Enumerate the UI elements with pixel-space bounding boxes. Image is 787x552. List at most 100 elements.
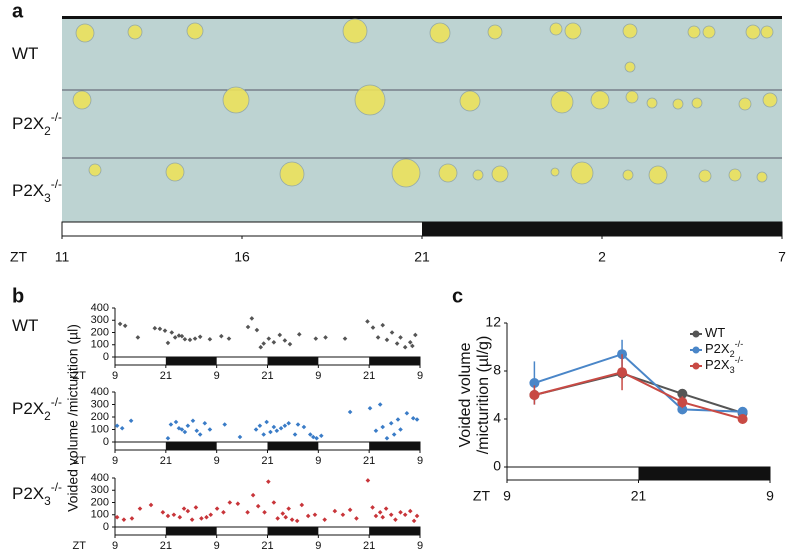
dark-period-bar (267, 357, 319, 365)
data-point (677, 388, 688, 399)
data-point (219, 333, 224, 339)
data-point (301, 424, 307, 430)
data-point (119, 425, 125, 431)
data-point (402, 344, 408, 350)
data-point (282, 423, 288, 429)
x-tick-label: 9 (214, 370, 220, 382)
data-point (261, 341, 266, 346)
x-tick-label: 9 (766, 488, 774, 504)
data-point (199, 516, 204, 521)
x-tick-label: 21 (363, 540, 375, 552)
data-point (299, 502, 305, 508)
data-point (117, 321, 123, 327)
y-tick-label: 100 (91, 339, 109, 351)
data-point (214, 506, 220, 511)
data-point (275, 516, 280, 521)
data-point (271, 424, 277, 430)
dark-period-bar (165, 442, 217, 450)
data-point (737, 406, 748, 417)
data-point (128, 418, 134, 424)
data-point (202, 420, 208, 426)
data-point (177, 514, 183, 520)
data-point (204, 514, 209, 520)
data-point (380, 322, 386, 328)
data-point (266, 336, 272, 341)
data-point (114, 514, 120, 520)
data-point (529, 378, 540, 388)
legend-marker (692, 362, 700, 370)
data-point (262, 510, 267, 515)
y-tick-label: 0 (103, 436, 109, 448)
data-point (245, 510, 250, 515)
data-point (354, 516, 359, 521)
row-label: WT (12, 44, 38, 63)
data-point (407, 340, 413, 345)
data-point (398, 335, 403, 340)
data-point (148, 502, 154, 508)
x-tick-label: 21 (363, 455, 375, 467)
dark-period-bar (422, 222, 782, 236)
dark-period-bar (165, 357, 217, 365)
series-line (534, 371, 743, 420)
data-point (404, 410, 410, 416)
x-tick-label: 9 (417, 455, 423, 467)
data-point (677, 404, 688, 415)
data-point (181, 506, 187, 511)
x-tick-label: 9 (112, 455, 118, 467)
data-point (168, 422, 174, 427)
data-point (193, 505, 199, 510)
row-label-part: 2 (44, 124, 51, 138)
chart-title: P2X2-/- (12, 395, 62, 423)
chart-title-part: -/- (51, 480, 62, 494)
data-point (617, 367, 628, 378)
data-point (367, 405, 373, 411)
data-point (245, 324, 251, 330)
data-point (207, 336, 213, 342)
data-point (380, 424, 386, 430)
dark-period-bar (267, 442, 319, 450)
data-point (373, 428, 379, 434)
y-tick-label: 200 (91, 326, 109, 338)
row-label: P2X2-/- (12, 110, 62, 138)
data-point (121, 517, 127, 522)
data-point (189, 517, 195, 522)
data-point (207, 427, 213, 432)
data-point (171, 512, 177, 518)
data-point (197, 334, 203, 340)
y-tick-label: 200 (91, 496, 109, 508)
data-point (370, 325, 376, 330)
data-point (347, 409, 353, 415)
data-point (282, 338, 288, 343)
x-tick-label: 21 (414, 249, 430, 265)
x-axis-label: ZT (473, 488, 491, 504)
x-tick-label: 9 (112, 540, 118, 552)
data-point (226, 336, 232, 341)
y-tick-label: 0 (493, 458, 501, 474)
row-label-part: -/- (51, 110, 62, 124)
x-tick-label: 9 (417, 370, 423, 382)
y-tick-label: 100 (91, 423, 109, 435)
y-tick-label: 4 (493, 410, 501, 426)
legend-label: P2X3-/- (705, 355, 743, 375)
data-point (152, 325, 158, 331)
legend-label: WT (705, 325, 725, 340)
dark-period-bar (165, 527, 217, 535)
data-point (192, 336, 198, 341)
dark-period-bar (369, 527, 420, 535)
data-point (677, 397, 688, 408)
data-point (413, 332, 418, 338)
data-point (129, 516, 135, 521)
data-point (187, 337, 193, 343)
data-point (264, 419, 269, 425)
y-tick-label: 12 (485, 314, 501, 330)
legend-label: P2X2-/- (705, 339, 743, 359)
data-point (388, 512, 394, 518)
x-tick-label: 21 (160, 540, 172, 552)
data-point (410, 415, 416, 421)
x-axis-label: ZT (73, 455, 87, 467)
data-point (249, 316, 255, 321)
row-label-part: WT (12, 44, 38, 63)
y-axis-label: Voided volume /micturition (µl) (65, 324, 81, 512)
data-point (286, 506, 291, 511)
